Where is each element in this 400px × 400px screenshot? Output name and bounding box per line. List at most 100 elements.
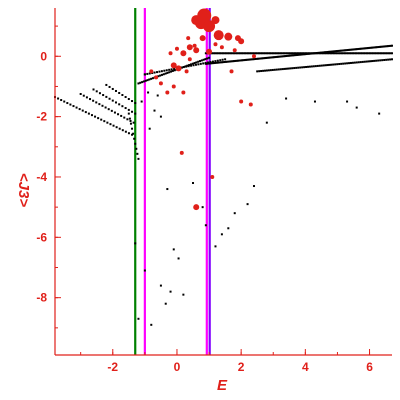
black-point bbox=[275, 68, 278, 71]
black-point bbox=[129, 119, 132, 122]
black-point bbox=[267, 56, 270, 59]
black-point bbox=[230, 60, 233, 63]
black-point bbox=[367, 60, 370, 63]
black-point bbox=[215, 52, 218, 55]
black-point bbox=[253, 58, 256, 61]
black-point bbox=[257, 57, 260, 60]
black-point bbox=[378, 45, 381, 48]
black-point bbox=[336, 63, 339, 66]
black-point bbox=[273, 68, 276, 71]
x-tick-label: 4 bbox=[302, 360, 309, 374]
black-point bbox=[323, 52, 326, 55]
x-tick-label: -2 bbox=[107, 360, 118, 374]
black-point bbox=[231, 60, 234, 63]
black-point bbox=[264, 69, 267, 72]
black-point bbox=[297, 66, 300, 69]
black-point bbox=[303, 66, 306, 69]
black-point bbox=[289, 52, 292, 55]
black-point bbox=[218, 52, 221, 55]
black-point bbox=[107, 108, 110, 111]
black-point bbox=[359, 61, 362, 64]
black-point bbox=[94, 115, 97, 118]
black-point bbox=[97, 117, 100, 120]
black-point bbox=[283, 55, 286, 58]
black-point bbox=[207, 62, 210, 65]
black-point bbox=[357, 47, 360, 50]
black-point bbox=[165, 69, 168, 72]
black-point bbox=[334, 52, 337, 55]
x-axis-title: E bbox=[217, 377, 228, 394]
black-point bbox=[108, 97, 111, 100]
black-point bbox=[233, 212, 236, 215]
red-point bbox=[192, 43, 197, 48]
black-point bbox=[131, 100, 134, 103]
black-point bbox=[345, 49, 348, 52]
black-point bbox=[226, 52, 229, 55]
axis-ticks: -2 0 2 4 6 0 -2 -4 -6 -8 bbox=[36, 25, 373, 374]
black-point bbox=[164, 72, 167, 75]
black-point bbox=[255, 57, 258, 60]
black-point bbox=[293, 54, 296, 57]
black-point bbox=[144, 79, 147, 82]
black-point bbox=[222, 61, 225, 64]
black-point bbox=[153, 109, 156, 112]
black-point bbox=[134, 242, 137, 245]
black-point bbox=[373, 52, 376, 55]
black-point bbox=[124, 96, 127, 99]
black-point bbox=[271, 56, 274, 59]
black-point bbox=[308, 65, 311, 68]
black-point bbox=[346, 49, 349, 52]
black-point bbox=[376, 46, 379, 49]
black-point bbox=[306, 65, 309, 68]
black-point bbox=[269, 56, 272, 59]
black-point bbox=[85, 96, 88, 99]
black-point bbox=[383, 52, 386, 55]
black-point bbox=[98, 92, 101, 95]
black-point bbox=[159, 74, 162, 77]
black-point bbox=[243, 59, 246, 62]
black-point bbox=[345, 52, 348, 55]
red-point bbox=[174, 46, 179, 51]
black-point bbox=[168, 68, 171, 71]
black-point bbox=[349, 61, 352, 64]
black-point bbox=[262, 52, 265, 55]
black-point bbox=[285, 97, 288, 100]
reference-lines bbox=[134, 8, 211, 355]
black-point bbox=[254, 52, 257, 55]
black-point bbox=[387, 52, 390, 55]
black-point bbox=[256, 52, 259, 55]
black-point bbox=[105, 83, 108, 86]
black-point bbox=[60, 99, 63, 102]
black-point bbox=[121, 129, 124, 132]
black-point bbox=[389, 44, 392, 47]
red-point bbox=[168, 51, 173, 56]
black-point bbox=[220, 61, 223, 64]
red-point bbox=[239, 99, 244, 104]
black-point bbox=[95, 101, 98, 104]
black-point bbox=[301, 53, 304, 56]
black-point bbox=[342, 52, 345, 55]
black-point bbox=[243, 52, 246, 55]
black-point bbox=[216, 61, 219, 64]
black-point bbox=[318, 64, 321, 67]
black-point bbox=[95, 90, 98, 93]
black-point bbox=[236, 52, 239, 55]
black-point bbox=[170, 68, 173, 71]
black-point bbox=[294, 54, 297, 57]
black-point bbox=[328, 63, 331, 66]
black-point bbox=[237, 52, 240, 55]
black-point bbox=[214, 245, 217, 248]
black-point bbox=[131, 133, 134, 136]
black-point bbox=[281, 52, 284, 55]
black-point bbox=[374, 46, 377, 49]
red-point bbox=[211, 16, 220, 25]
black-point bbox=[295, 53, 298, 56]
black-point bbox=[193, 62, 196, 65]
black-point bbox=[143, 73, 146, 76]
black-point bbox=[206, 62, 209, 65]
black-point bbox=[353, 61, 356, 64]
black-point bbox=[355, 52, 358, 55]
black-point bbox=[182, 293, 185, 296]
black-point bbox=[358, 52, 361, 55]
black-point bbox=[365, 52, 368, 55]
